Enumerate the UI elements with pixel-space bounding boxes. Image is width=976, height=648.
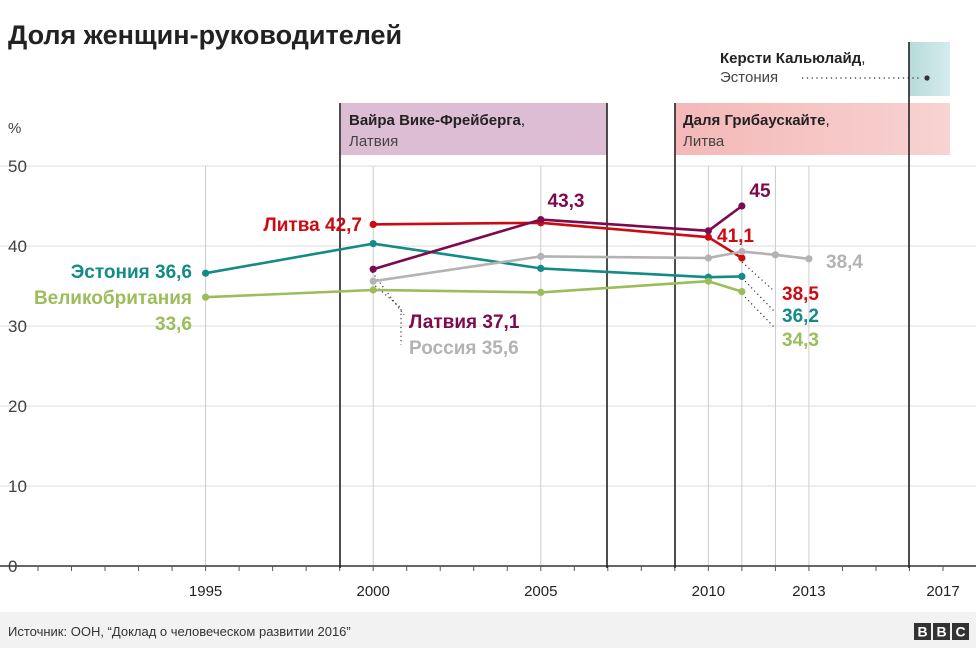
y-tick-label: 10 xyxy=(8,477,27,496)
data-point-lithuania xyxy=(738,254,746,262)
label-uk-end: 34,3 xyxy=(782,330,819,351)
x-axis: 1995 2000 2005 2010 2013 2017 xyxy=(189,583,960,600)
data-point-russia xyxy=(704,254,712,262)
data-point-estonia xyxy=(738,272,746,280)
label-russia-start: Россия 35,6 xyxy=(409,338,519,359)
svg-text:Вайра Вике-Фрейберга,: Вайра Вике-Фрейберга, xyxy=(349,112,525,129)
y-axis: 0 10 20 30 40 50 xyxy=(8,157,27,576)
x-tick-label: 2000 xyxy=(356,583,389,600)
x-tick-label: 1995 xyxy=(189,583,222,600)
series-line-uk xyxy=(205,279,743,299)
data-point-uk xyxy=(537,288,545,296)
y-tick-label: 20 xyxy=(8,397,27,416)
presidency-latvia: Вайра Вике-Фрейберга, Латвия xyxy=(341,103,607,155)
y-tick-label: 30 xyxy=(8,317,27,336)
series xyxy=(201,202,813,301)
label-estonia-start: Эстония 36,6 xyxy=(71,262,192,283)
label-russia-end: 38,4 xyxy=(826,252,863,273)
svg-text:Даля Грибаускайте,: Даля Грибаускайте, xyxy=(683,112,830,129)
unit-label: % xyxy=(8,120,21,137)
presidency-estonia-dot xyxy=(924,75,930,81)
data-point-lithuania xyxy=(369,220,377,228)
presidency-estonia: Керсти Кальюлайд, Эстония xyxy=(720,42,950,96)
data-point-russia xyxy=(369,277,377,285)
data-point-estonia xyxy=(201,269,210,277)
data-point-uk xyxy=(704,277,712,285)
presidency-estonia-box xyxy=(909,42,950,96)
x-tick-label: 2013 xyxy=(792,583,825,600)
presidency-lithuania: Даля Грибаускайте, Литва xyxy=(675,103,950,155)
data-point-latvia xyxy=(369,265,377,273)
data-point-russia xyxy=(738,248,746,256)
bbc-logo-c: C xyxy=(955,624,965,640)
label-latvia-start: Латвия 37,1 xyxy=(409,312,520,333)
label-latvia-end: 45 xyxy=(749,181,771,202)
presidency-estonia-country: Эстония xyxy=(720,69,778,86)
y-tick-label: 0 xyxy=(8,557,17,576)
label-estonia-end: 36,2 xyxy=(782,306,819,327)
series-line-estonia xyxy=(205,242,742,279)
y-tick-label: 50 xyxy=(8,157,27,176)
data-point-lithuania xyxy=(704,233,712,241)
data-point-latvia xyxy=(537,216,545,224)
label-lithuania-end: 38,5 xyxy=(782,284,819,305)
x-tick-label: 2005 xyxy=(524,583,557,600)
label-lithuania-2010: 41,1 xyxy=(717,226,754,247)
data-point-estonia xyxy=(537,264,545,272)
presidency-latvia-box xyxy=(341,103,607,155)
bbc-logo-b2: B xyxy=(936,624,946,640)
label-latvia-peak: 43,3 xyxy=(548,191,585,212)
series-line-russia xyxy=(373,250,810,283)
leader-estonia-end xyxy=(741,277,776,313)
leader-uk-end xyxy=(741,293,776,329)
data-point-latvia xyxy=(704,227,712,235)
chart-title: Доля женщин-руководителей xyxy=(8,20,402,50)
presidency-lithuania-name: Даля Грибаускайте xyxy=(683,112,825,129)
annotation-leaders xyxy=(371,261,776,345)
bbc-logo-b1: B xyxy=(917,624,927,640)
series-line-latvia xyxy=(372,204,743,271)
grid xyxy=(0,165,976,571)
data-point-uk xyxy=(369,286,377,294)
data-point-latvia xyxy=(738,202,746,210)
series-line-lithuania xyxy=(373,221,743,260)
data-point-russia xyxy=(805,255,813,263)
data-point-uk xyxy=(201,293,210,301)
label-lithuania-start: Литва 42,7 xyxy=(263,215,362,236)
x-tick-label: 2017 xyxy=(926,583,959,600)
bbc-logo: B B C xyxy=(914,623,969,640)
presidency-lines xyxy=(339,42,910,568)
label-uk-start-value: 33,6 xyxy=(155,314,192,335)
presidency-lithuania-box xyxy=(675,103,950,155)
data-point-estonia xyxy=(369,240,377,248)
data-point-uk xyxy=(738,288,746,296)
y-tick-label: 40 xyxy=(8,237,27,256)
data-point-russia xyxy=(537,252,545,260)
x-tick-label: 2010 xyxy=(692,583,725,600)
footer-source: Источник: ООН, “Доклад о человеческом ра… xyxy=(8,624,351,639)
leader-lithuania-end xyxy=(741,261,774,291)
presidency-estonia-name: Керсти Кальюлайд xyxy=(720,50,862,67)
footer-background xyxy=(0,612,976,648)
presidency-latvia-country: Латвия xyxy=(349,133,398,150)
presidency-lithuania-country: Литва xyxy=(683,133,725,150)
label-uk-start-name: Великобритания xyxy=(34,288,192,309)
data-point-russia xyxy=(771,251,780,259)
leader-russia-start xyxy=(371,282,402,345)
leader-latvia-start xyxy=(371,271,405,316)
svg-text:Керсти Кальюлайд,: Керсти Кальюлайд, xyxy=(720,50,865,67)
presidency-latvia-name: Вайра Вике-Фрейберга xyxy=(349,112,522,129)
annotations: Эстония 36,6 Великобритания 33,6 Литва 4… xyxy=(34,181,863,359)
